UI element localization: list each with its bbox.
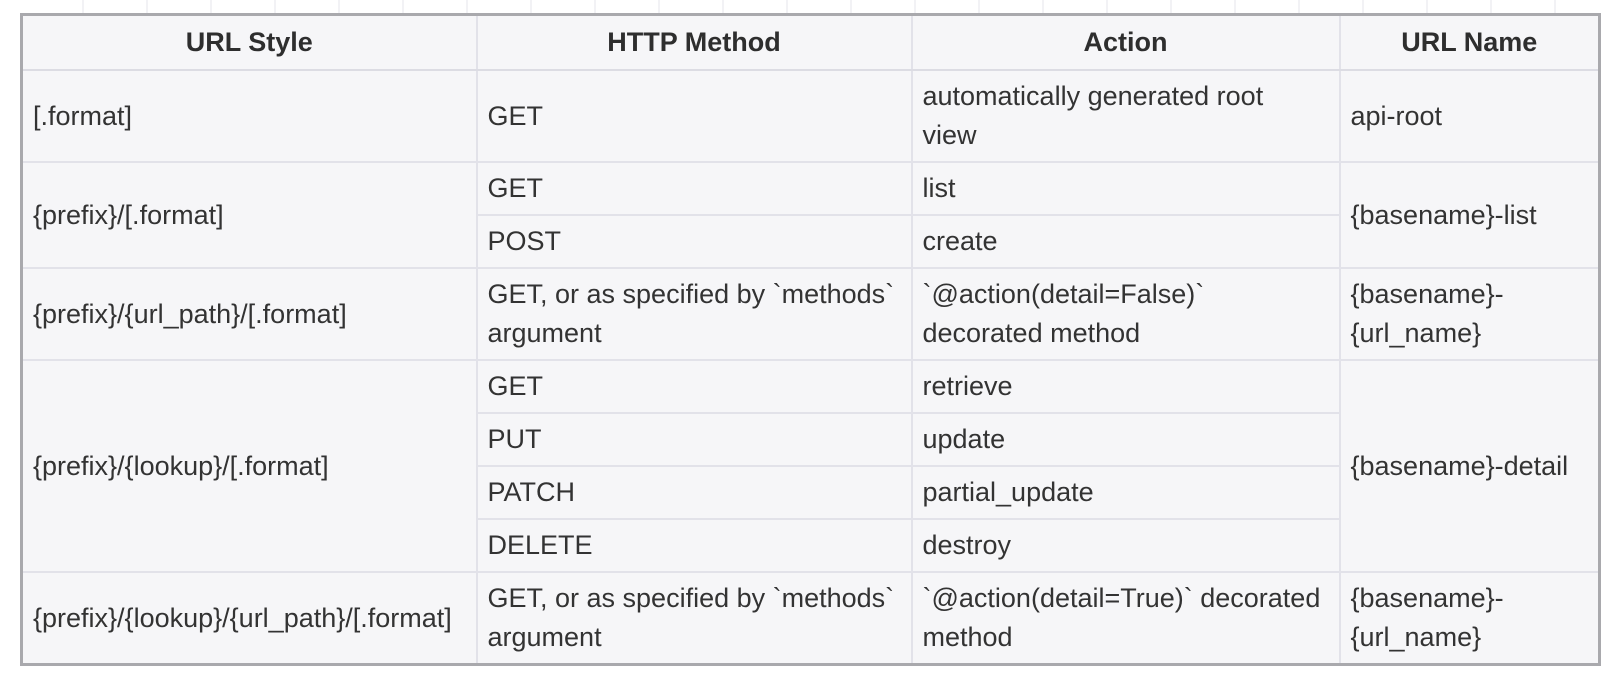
cell-url-name: {basename}- {url_name} — [1338, 267, 1601, 361]
cell-action: `@action(detail=True)` decorated method — [910, 571, 1341, 666]
table-row: PATCH partial_update — [22, 465, 1600, 520]
cell-http-method: GET, or as specified by `methods` argume… — [475, 267, 913, 361]
table-row: [.format] GET automatically generated ro… — [20, 69, 1601, 163]
table-row: {prefix}/[.format] GET list {basename}-l… — [20, 161, 1601, 269]
cell-action: update — [910, 412, 1341, 467]
table-row: POST create — [22, 214, 1600, 269]
cell-url-name: {basename}-list — [1338, 161, 1601, 269]
cell-http-method: GET — [475, 69, 913, 163]
table-row: DELETE destroy — [22, 518, 1600, 573]
cell-http-method: PATCH — [475, 465, 913, 520]
column-header-action: Action — [910, 13, 1341, 71]
column-header-url-style: URL Style — [20, 13, 478, 71]
cell-url-style: {prefix}/{lookup}/[.format] — [20, 359, 478, 573]
cell-url-style: [.format] — [20, 69, 478, 163]
cell-http-method: PUT — [475, 412, 913, 467]
cell-action: list — [910, 161, 1341, 216]
cell-http-method: POST — [475, 214, 913, 269]
cell-http-method: DELETE — [475, 518, 913, 573]
table-row: {prefix}/{url_path}/[.format] GET, or as… — [20, 267, 1601, 361]
table-row: PUT update — [22, 412, 1600, 467]
router-url-table: URL Style HTTP Method Action URL Name [.… — [20, 13, 1601, 666]
cell-url-name: api-root — [1338, 69, 1601, 163]
cell-action: `@action(detail=False)` decorated method — [910, 267, 1341, 361]
table-row: {prefix}/{lookup}/{url_path}/[.format] G… — [20, 571, 1601, 666]
cell-url-style: {prefix}/{url_path}/[.format] — [20, 267, 478, 361]
cell-action: retrieve — [910, 359, 1341, 414]
cell-action: create — [910, 214, 1341, 269]
cell-http-method: GET — [475, 161, 913, 216]
cell-url-name: {basename}- {url_name} — [1338, 571, 1601, 666]
column-header-http-method: HTTP Method — [475, 13, 913, 71]
cropped-element-above — [20, 0, 1598, 13]
column-header-url-name: URL Name — [1338, 13, 1601, 71]
cell-action: automatically generated root view — [910, 69, 1341, 163]
cell-url-style: {prefix}/[.format] — [20, 161, 478, 269]
cell-url-style: {prefix}/{lookup}/{url_path}/[.format] — [20, 571, 478, 666]
cell-action: destroy — [910, 518, 1341, 573]
cell-http-method: GET, or as specified by `methods` argume… — [475, 571, 913, 666]
cell-http-method: GET — [475, 359, 913, 414]
table-row: {prefix}/{lookup}/[.format] GET retrieve… — [20, 359, 1601, 573]
cell-url-name: {basename}-detail — [1338, 359, 1601, 573]
header-row: URL Style HTTP Method Action URL Name — [20, 13, 1601, 71]
cell-action: partial_update — [910, 465, 1341, 520]
